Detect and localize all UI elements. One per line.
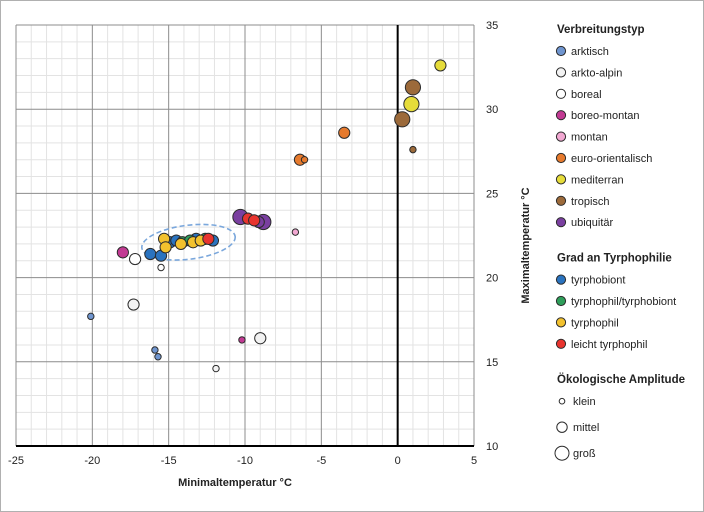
data-point-arktisch	[154, 353, 162, 361]
data-point-tyrphobiont	[144, 247, 157, 261]
y-tick-label: 35	[486, 20, 498, 32]
legend-color-marker	[555, 338, 567, 349]
legend-label: leicht tyrphophil	[571, 339, 647, 351]
y-tick-label: 25	[486, 188, 498, 200]
x-tick-label: -20	[84, 455, 100, 467]
legend-size-marker	[554, 445, 570, 461]
x-tick-label: -5	[316, 455, 326, 467]
legend-color-marker	[555, 295, 567, 307]
legend-color-marker	[555, 174, 567, 185]
legend-label: boreal	[571, 89, 602, 101]
y-axis-title: Maximaltemperatur °C	[520, 187, 532, 303]
legend-label: klein	[573, 396, 596, 408]
legend-label: arkto-alpin	[571, 67, 622, 79]
legend-label: ubiquitär	[571, 217, 614, 229]
legend-color-marker	[555, 274, 567, 285]
data-point-arkto-alpin	[212, 364, 220, 373]
data-point-leicht-tyrphophil	[202, 232, 215, 245]
legend-color-marker	[555, 195, 567, 206]
legend-label: euro-orientalisch	[571, 153, 652, 165]
legend-label: tyrphophil/tyrphobiont	[571, 296, 676, 308]
legend-color-marker	[555, 110, 567, 121]
data-point-montan	[291, 228, 300, 236]
legend-color-marker	[555, 88, 567, 99]
x-tick-label: -25	[8, 455, 24, 467]
legend-label: groß	[573, 448, 596, 460]
legend-size-marker	[556, 421, 568, 433]
data-point-boreo-montan	[238, 336, 246, 344]
legend-section-title: Ökologische Amplitude	[557, 373, 685, 386]
y-tick-label: 30	[486, 104, 498, 116]
data-point-mediterran	[403, 96, 420, 113]
legend-label: mediterran	[571, 174, 624, 186]
legend-label: boreo-montan	[571, 110, 640, 122]
legend-color-marker	[555, 152, 567, 164]
legend-color-marker	[555, 45, 567, 57]
y-tick-label: 10	[486, 441, 498, 453]
legend-color-marker	[555, 317, 567, 328]
legend-label: tyrphobiont	[571, 275, 625, 287]
y-tick-label: 15	[486, 357, 498, 369]
cluster-highlight-ellipse	[141, 223, 237, 261]
legend-label: mittel	[573, 422, 599, 434]
legend-label: tropisch	[571, 196, 610, 208]
legend-color-marker	[555, 131, 567, 142]
legend-label: arktisch	[571, 46, 609, 58]
data-point-boreal	[157, 263, 165, 272]
data-point-boreal	[128, 252, 142, 266]
data-point-tropisch	[404, 79, 422, 96]
data-point-tropisch	[394, 111, 411, 128]
data-point-arktisch	[151, 346, 159, 354]
data-point-arkto-alpin	[254, 332, 267, 345]
x-tick-label: -10	[237, 455, 253, 467]
data-point-leicht-tyrphophil	[248, 214, 261, 227]
data-point-euro-orientalisch	[338, 126, 351, 139]
legend-section-title: Grad an Tyrphophilie	[557, 253, 672, 265]
legend-color-marker	[555, 67, 567, 78]
x-tick-label: -15	[161, 455, 177, 467]
data-point-mediterran	[434, 59, 447, 72]
legend-label: montan	[571, 132, 608, 144]
data-point-tyrphophil	[174, 237, 187, 251]
legend-color-marker	[555, 217, 567, 228]
data-point-tropisch	[409, 145, 417, 154]
x-tick-label: 5	[471, 455, 477, 467]
x-axis-title: Minimaltemperatur °C	[178, 477, 292, 489]
legend-label: tyrphophil	[571, 317, 619, 329]
legend-size-marker	[558, 397, 566, 405]
y-tick-label: 20	[486, 273, 498, 285]
data-point-tyrphophil	[159, 241, 172, 254]
data-point-euro-orientalisch	[300, 156, 309, 164]
data-point-boreo-montan	[116, 246, 129, 259]
legend-section-title: Verbreitungstyp	[557, 24, 645, 36]
data-point-arktisch	[87, 312, 95, 321]
x-tick-label: 0	[395, 455, 401, 467]
data-point-arkto-alpin	[127, 298, 140, 311]
